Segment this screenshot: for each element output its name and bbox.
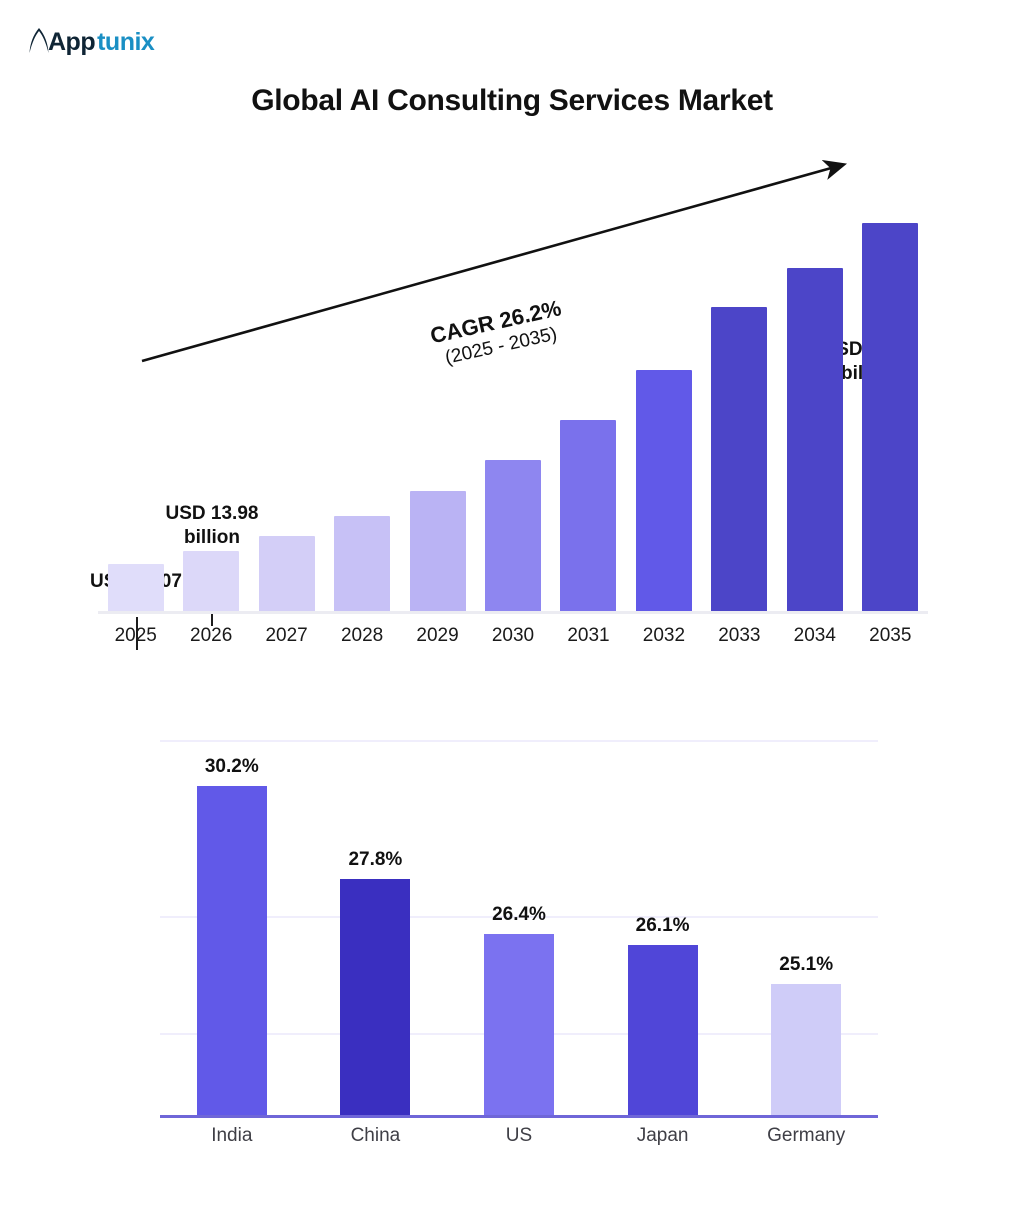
x-label-germany: Germany [767,1125,846,1146]
callout-2026-value: USD 13.98 billion [150,502,274,551]
country-cagr-bar-chart: 30.2% India 27.8% China 26.4% US 26.1% Japan 25.… [0,700,1024,1170]
page-title: Global AI Consulting Services Market [251,84,773,117]
gridline-1 [160,916,878,919]
bar-2025 [107,563,164,611]
bar-2033 [711,307,768,611]
value-label-india: 30.2% [204,755,259,777]
bar-2028 [334,516,391,611]
bar-china [340,879,411,1115]
x-label-2032: 2032 [642,625,686,646]
value-label-germany: 25.1% [779,954,834,976]
x-label-2028: 2028 [340,625,384,646]
value-label-japan: 26.1% [635,915,690,937]
x-label-2035: 2035 [869,625,912,646]
bar-india [196,785,267,1115]
logo-text-secondary: tunix [97,28,155,56]
x-label-2029: 2029 [416,625,459,646]
logo-text-primary: App [48,28,96,56]
x-label-2025: 2025 [114,625,157,646]
x-label-2030: 2030 [491,625,535,646]
bar-2034 [786,268,843,611]
callout-2026-line2: billion [184,527,240,549]
x-label-2034: 2034 [793,625,836,646]
x-label-2026: 2026 [190,625,233,646]
bar-2031 [560,420,617,611]
bar-2035 [862,223,919,611]
apptunix-logo[interactable]: App tunix [29,27,155,57]
x-label-2031: 2031 [567,625,610,646]
x-label-japan: Japan [636,1125,689,1146]
bar-2029 [409,491,466,611]
callout-2026-line1: USD 13.98 [165,503,259,524]
bar-2027 [258,535,315,611]
x-label-us: US [505,1125,533,1146]
chart1-baseline [98,611,928,614]
apptunix-logo-icon [29,27,49,56]
x-label-china: China [350,1125,401,1146]
chart2-axis-line [160,1115,878,1118]
value-label-us: 26.4% [492,903,546,925]
value-label-china: 27.8% [348,849,403,871]
bar-japan [627,945,698,1115]
gridline-0 [160,740,878,742]
bar-2030 [485,459,541,611]
bar-2032 [635,370,692,611]
x-label-2033: 2033 [718,625,761,646]
x-label-2027: 2027 [265,625,308,646]
bar-us [484,933,554,1115]
leader-line-2025 [136,617,138,650]
market-forecast-bar-chart: CAGR 26.2% (2025 - 2035) USD 11.07 billi… [0,140,1024,660]
bar-2026 [183,551,240,611]
bar-germany [771,984,842,1115]
x-label-india: India [211,1125,253,1146]
